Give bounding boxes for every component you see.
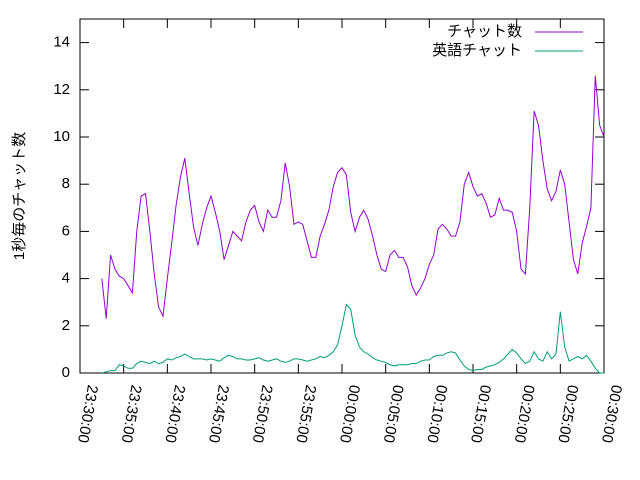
y-tick-label: 12 (53, 81, 70, 98)
y-tick-label: 0 (62, 364, 70, 381)
plot-frame (79, 18, 605, 374)
y-axis-label: 1秒毎のチャット数 (11, 132, 28, 260)
y-tick-label: 8 (62, 175, 70, 192)
x-tick-label: 00:15:00 (467, 384, 494, 444)
x-tick-label: 00:25:00 (554, 384, 581, 444)
x-tick-label: 23:50:00 (249, 384, 276, 444)
series-line (101, 75, 605, 319)
legend-label: 英語チャット (432, 41, 522, 59)
x-tick-label: 00:30:00 (598, 384, 625, 444)
y-tick-label: 2 (62, 317, 70, 334)
y-tick-label: 4 (62, 270, 70, 287)
y-tick-label: 10 (53, 128, 70, 145)
legend-label: チャット数 (447, 23, 522, 40)
x-tick-label: 00:10:00 (423, 384, 450, 444)
x-tick-label: 00:05:00 (380, 384, 407, 444)
x-tick-label: 00:20:00 (511, 384, 538, 444)
x-tick-label: 23:30:00 (74, 384, 101, 444)
y-tick-label: 14 (53, 34, 70, 51)
y-tick-label: 6 (62, 222, 70, 239)
x-tick-label: 23:55:00 (292, 384, 319, 444)
x-tick-label: 00:00:00 (336, 384, 363, 444)
series-line (101, 303, 604, 374)
x-tick-label: 23:45:00 (205, 384, 232, 444)
x-tick-label: 23:40:00 (161, 384, 188, 444)
x-tick-label: 23:35:00 (118, 384, 145, 444)
